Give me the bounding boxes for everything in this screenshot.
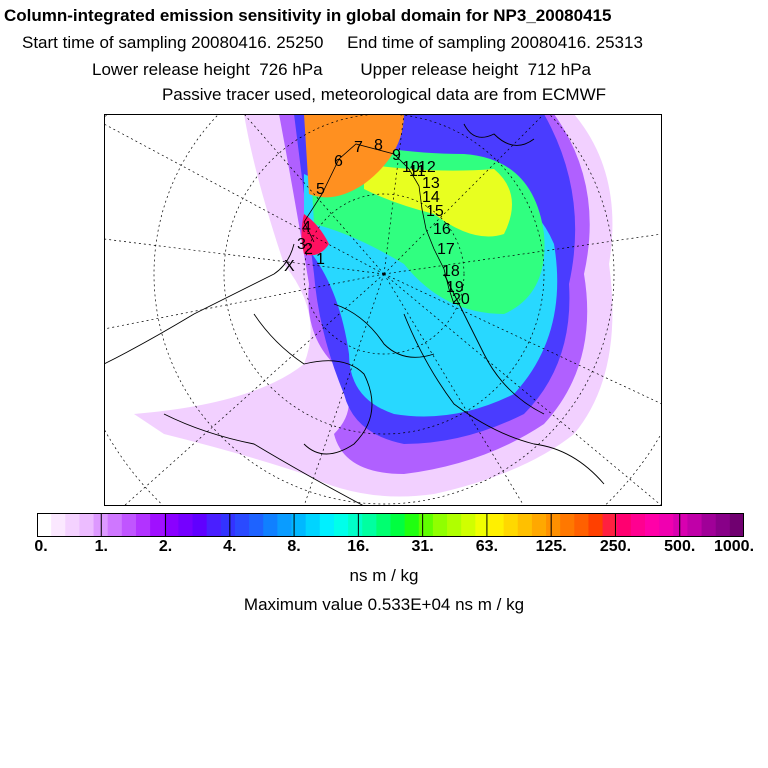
trajectory-label: 18 xyxy=(442,263,460,280)
colorbar-swatch xyxy=(503,513,519,537)
trajectory-label: 10 xyxy=(402,159,420,176)
trajectory-label: 11 xyxy=(409,163,426,180)
colorbar-swatch xyxy=(574,513,590,537)
colorbar-tick-label: 16. xyxy=(347,538,370,555)
colorbar-swatch xyxy=(37,513,52,537)
colorbar-swatch xyxy=(546,513,561,537)
colorbar xyxy=(37,513,744,537)
colorbar-swatch xyxy=(447,513,462,537)
trajectory-label: 14 xyxy=(422,189,440,206)
colorbar-swatch xyxy=(319,513,335,537)
colorbar-swatch xyxy=(121,513,137,537)
tracer-info-line: Passive tracer used, meteorological data… xyxy=(161,85,607,104)
colorbar-swatch xyxy=(715,513,731,537)
colorbar-swatch xyxy=(107,513,123,537)
colorbar-swatch xyxy=(475,513,491,537)
field-red-source xyxy=(301,214,329,256)
colorbar-swatch xyxy=(65,513,81,537)
colorbar-swatch xyxy=(673,513,689,537)
colorbar-swatch xyxy=(560,513,575,537)
colorbar-tick-label: 31. xyxy=(411,538,434,555)
trajectory-label: 13 xyxy=(422,175,440,192)
coastlines xyxy=(104,123,605,506)
colorbar-swatch xyxy=(263,513,278,537)
colorbar-swatch xyxy=(588,513,604,537)
colorbar-tick-label: 0. xyxy=(34,538,48,555)
colorbar-swatch xyxy=(418,513,434,537)
colorbar-tick-label: 500. xyxy=(664,538,696,555)
colorbar-swatch xyxy=(659,513,674,537)
trajectory-label: 1 xyxy=(316,251,325,268)
colorbar-swatch xyxy=(178,513,194,537)
colorbar-swatch xyxy=(333,513,349,537)
plot-title: Column-integrated emission sensitivity i… xyxy=(4,6,612,25)
colorbar-swatch xyxy=(376,513,392,537)
trajectory-label: 20 xyxy=(452,291,470,308)
trajectory-label: 9 xyxy=(392,147,401,164)
colorbar-swatch xyxy=(616,513,632,537)
field-yellow xyxy=(364,164,512,237)
colorbar-swatch xyxy=(206,513,222,537)
trajectory-label: 7 xyxy=(354,139,363,156)
colorbar-tick-label: 1. xyxy=(94,538,108,555)
colorbar-swatch xyxy=(234,513,250,537)
colorbar-swatch xyxy=(489,513,505,537)
trajectory-label: 16 xyxy=(433,221,451,238)
colorbar-swatch xyxy=(164,513,179,537)
release-height-line: Lower release height 726 hPa Upper relea… xyxy=(92,60,591,79)
colorbar-swatch xyxy=(135,513,151,537)
colorbar-tick-label: 125. xyxy=(535,538,567,555)
trajectory-line xyxy=(303,143,455,305)
colorbar-swatch xyxy=(404,513,420,537)
colorbar-swatch xyxy=(645,513,660,537)
trajectory-label: 2 xyxy=(304,241,313,258)
graticule xyxy=(104,114,662,506)
colorbar-swatch xyxy=(517,513,533,537)
trajectory-label: 15 xyxy=(426,203,444,220)
colorbar-swatch xyxy=(79,513,95,537)
colorbar-swatch xyxy=(220,513,236,537)
colorbar-swatch xyxy=(305,513,321,537)
colorbar-swatch xyxy=(432,513,448,537)
colorbar-tick-label: 2. xyxy=(158,538,173,555)
sampling-time-line: Start time of sampling 20080416. 25250 E… xyxy=(22,33,643,52)
release-marker: X xyxy=(284,258,295,275)
trajectory-label: 4 xyxy=(302,219,311,236)
trajectory-label: 6 xyxy=(334,153,343,170)
colorbar-swatch xyxy=(687,513,703,537)
colorbar-unit-label: ns m / kg xyxy=(349,566,419,585)
colorbar-swatch xyxy=(630,513,646,537)
colorbar-swatch xyxy=(461,513,476,537)
trajectory-label: 5 xyxy=(316,181,325,198)
colorbar-swatch xyxy=(291,513,307,537)
colorbar-tick-label: 8. xyxy=(287,538,301,555)
colorbar-swatch xyxy=(531,513,547,537)
trajectory-label: 12 xyxy=(418,159,436,176)
trajectory-label: 19 xyxy=(446,279,464,296)
field-orange xyxy=(304,114,404,198)
trajectory-label: 3 xyxy=(297,236,306,253)
colorbar-tick-label: 63. xyxy=(475,538,499,555)
colorbar-swatch xyxy=(150,513,165,537)
trajectory-label: 8 xyxy=(374,137,383,154)
colorbar-swatch xyxy=(51,513,66,537)
colorbar-swatch xyxy=(249,513,264,537)
colorbar-swatch xyxy=(277,513,293,537)
colorbar-swatch xyxy=(390,513,406,537)
colorbar-tick-label: 250. xyxy=(599,538,632,555)
maximum-value-text: Maximum value 0.533E+04 ns m / kg xyxy=(243,595,525,614)
colorbar-swatch xyxy=(362,513,377,537)
colorbar-swatch xyxy=(729,513,744,537)
colorbar-swatch xyxy=(602,513,618,537)
colorbar-tick-label: 4. xyxy=(223,538,237,555)
colorbar-tick-label: 1000. xyxy=(713,538,755,555)
colorbar-swatch xyxy=(192,513,208,537)
colorbar-swatch xyxy=(348,513,363,537)
trajectory-label: 17 xyxy=(437,241,455,258)
colorbar-swatch xyxy=(701,513,717,537)
